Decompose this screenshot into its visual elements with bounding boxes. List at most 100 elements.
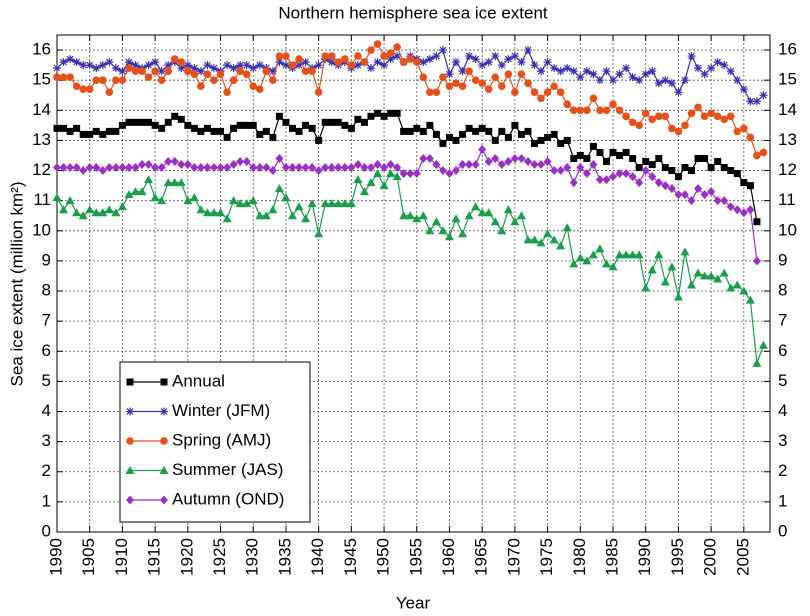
marker xyxy=(216,70,225,78)
marker xyxy=(674,190,683,200)
marker xyxy=(648,172,657,182)
marker xyxy=(229,160,238,170)
y2-tick-label: 10 xyxy=(778,220,797,239)
marker xyxy=(209,163,218,173)
marker xyxy=(635,164,643,172)
marker xyxy=(176,178,186,187)
marker xyxy=(694,103,702,112)
marker xyxy=(59,58,68,67)
marker xyxy=(432,130,440,138)
marker xyxy=(256,130,264,138)
marker xyxy=(216,163,225,173)
marker xyxy=(465,67,473,75)
x-tick-label: 1920 xyxy=(177,538,196,576)
marker xyxy=(223,133,231,141)
marker xyxy=(588,250,598,259)
marker xyxy=(700,190,709,200)
marker xyxy=(661,164,669,172)
marker xyxy=(616,151,624,159)
marker xyxy=(327,58,336,67)
marker xyxy=(491,136,499,144)
marker xyxy=(334,163,343,173)
marker xyxy=(190,64,199,73)
x-tick-label: 1970 xyxy=(504,538,523,576)
marker xyxy=(399,211,409,220)
marker xyxy=(151,121,159,129)
marker xyxy=(223,88,231,97)
marker xyxy=(609,148,617,156)
marker xyxy=(406,127,414,135)
marker xyxy=(105,163,114,173)
marker xyxy=(157,76,166,84)
y-tick-label: 10 xyxy=(32,220,51,239)
marker xyxy=(642,158,650,166)
marker xyxy=(399,58,408,66)
marker xyxy=(622,112,630,121)
marker xyxy=(753,218,761,226)
marker xyxy=(569,259,579,268)
marker xyxy=(249,82,258,91)
marker xyxy=(126,378,134,386)
marker xyxy=(563,100,572,109)
marker xyxy=(602,175,611,185)
marker xyxy=(295,127,303,135)
plot-frame xyxy=(56,34,771,533)
marker xyxy=(706,271,716,280)
marker xyxy=(758,340,768,349)
marker xyxy=(196,67,205,76)
marker xyxy=(366,163,375,173)
marker xyxy=(720,115,729,124)
marker xyxy=(726,283,736,292)
y2-tick-label: 8 xyxy=(778,281,787,300)
y-tick-label: 16 xyxy=(32,40,51,59)
marker xyxy=(126,437,134,445)
marker xyxy=(733,76,742,85)
marker xyxy=(510,52,519,61)
marker xyxy=(307,199,317,208)
marker xyxy=(314,229,324,238)
marker xyxy=(438,226,448,235)
marker xyxy=(268,67,277,76)
marker xyxy=(569,178,578,188)
marker xyxy=(497,61,506,70)
marker xyxy=(99,130,107,138)
marker xyxy=(308,67,316,75)
marker xyxy=(321,118,329,126)
marker xyxy=(275,112,283,120)
marker xyxy=(602,106,611,115)
marker xyxy=(59,205,69,214)
marker xyxy=(530,160,539,170)
marker xyxy=(531,139,539,147)
marker xyxy=(667,184,676,194)
marker xyxy=(595,244,605,253)
marker xyxy=(595,175,604,185)
marker xyxy=(537,67,546,76)
marker xyxy=(262,127,270,135)
marker xyxy=(242,199,252,208)
marker xyxy=(655,154,663,162)
marker xyxy=(347,163,356,173)
marker xyxy=(236,121,244,129)
marker xyxy=(615,106,624,115)
marker xyxy=(707,109,715,118)
marker xyxy=(255,163,264,173)
marker xyxy=(190,124,198,132)
marker xyxy=(439,73,447,81)
marker xyxy=(269,76,277,84)
y-tick-label: 4 xyxy=(42,401,51,420)
y2-tick-label: 6 xyxy=(778,341,787,360)
marker xyxy=(700,271,710,280)
marker xyxy=(79,61,88,70)
marker xyxy=(242,61,251,70)
x-tick-label: 1990 xyxy=(46,538,65,576)
marker xyxy=(209,64,218,73)
marker xyxy=(85,85,94,94)
chart-title: Northern hemisphere sea ice extent xyxy=(278,3,548,22)
marker xyxy=(667,79,676,88)
marker xyxy=(523,157,532,167)
marker xyxy=(145,118,153,126)
legend-label: Autumn (OND) xyxy=(172,489,284,508)
marker xyxy=(117,202,127,211)
marker xyxy=(426,88,434,97)
